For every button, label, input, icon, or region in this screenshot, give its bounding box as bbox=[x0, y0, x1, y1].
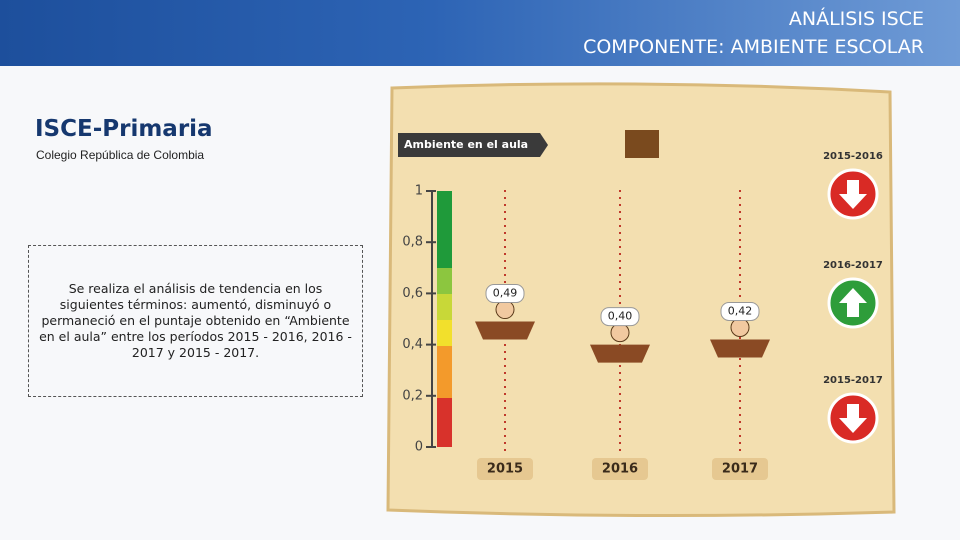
captain bbox=[730, 317, 750, 337]
value-label: 0,40 bbox=[608, 310, 633, 323]
value-label: 0,42 bbox=[728, 304, 753, 317]
captain bbox=[610, 323, 630, 343]
y-tick-label: 0,6 bbox=[402, 286, 423, 301]
header-band bbox=[0, 0, 960, 66]
category-plate bbox=[712, 458, 768, 480]
x-tick-label: 2017 bbox=[722, 462, 758, 477]
category-plate bbox=[477, 458, 533, 480]
scale-band bbox=[437, 320, 452, 346]
description: Se realiza el análisis de tendencia en l… bbox=[39, 281, 352, 360]
scale-band bbox=[437, 268, 452, 294]
header-title: ANÁLISIS ISCE bbox=[788, 8, 924, 30]
y-tick-label: 0,2 bbox=[402, 388, 423, 403]
x-tick-label: 2016 bbox=[602, 462, 638, 477]
chart-title: Ambiente en el aula bbox=[404, 138, 528, 151]
scale-band bbox=[437, 294, 452, 320]
category-plate bbox=[592, 458, 648, 480]
value-label-bg bbox=[720, 301, 760, 321]
trend-arrow bbox=[839, 404, 867, 433]
y-tick-label: 0,4 bbox=[402, 337, 423, 352]
trend-arrow bbox=[839, 180, 867, 209]
section-title: ISCE-Primaria bbox=[35, 116, 213, 142]
value-label-bg bbox=[600, 307, 640, 327]
trend-period: 2015-2017 bbox=[823, 375, 883, 386]
title-ribbon bbox=[398, 133, 548, 157]
ship bbox=[475, 321, 535, 340]
trend-arrow bbox=[839, 288, 867, 317]
header-subtitle: COMPONENTE: AMBIENTE ESCOLAR bbox=[583, 36, 924, 58]
treasure-chest bbox=[625, 130, 659, 158]
value-label: 0,49 bbox=[493, 287, 518, 300]
ship bbox=[710, 339, 770, 358]
school-name: Colegio República de Colombia bbox=[36, 148, 205, 162]
y-tick-label: 1 bbox=[415, 184, 423, 199]
description-box: Se realiza el análisis de tendencia en l… bbox=[28, 245, 363, 397]
parchment bbox=[386, 82, 896, 518]
scale-band bbox=[437, 191, 452, 268]
scale-band bbox=[437, 346, 452, 398]
trend-period: 2016-2017 bbox=[823, 260, 883, 271]
y-tick-label: 0 bbox=[415, 440, 423, 455]
scale-band bbox=[437, 398, 452, 447]
x-tick-label: 2015 bbox=[487, 462, 523, 477]
value-label-bg bbox=[485, 284, 525, 304]
y-tick-label: 0,8 bbox=[402, 235, 423, 250]
captain bbox=[495, 300, 515, 320]
ship bbox=[590, 344, 650, 363]
trend-period: 2015-2016 bbox=[823, 151, 883, 162]
